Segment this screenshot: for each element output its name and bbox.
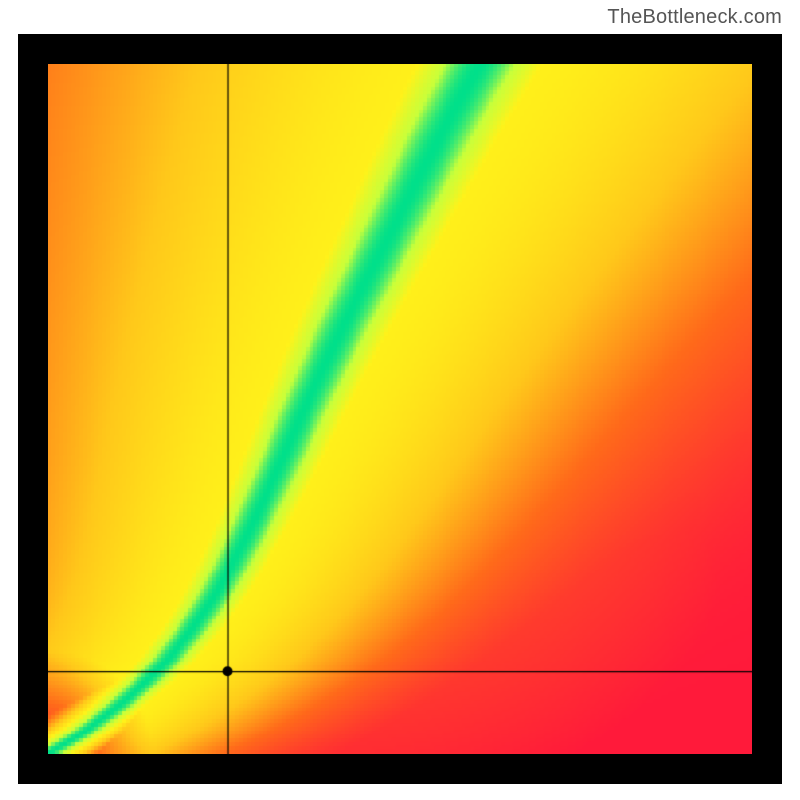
plot-frame (18, 34, 782, 784)
heatmap-canvas (48, 64, 752, 754)
watermark-text: TheBottleneck.com (607, 6, 782, 29)
